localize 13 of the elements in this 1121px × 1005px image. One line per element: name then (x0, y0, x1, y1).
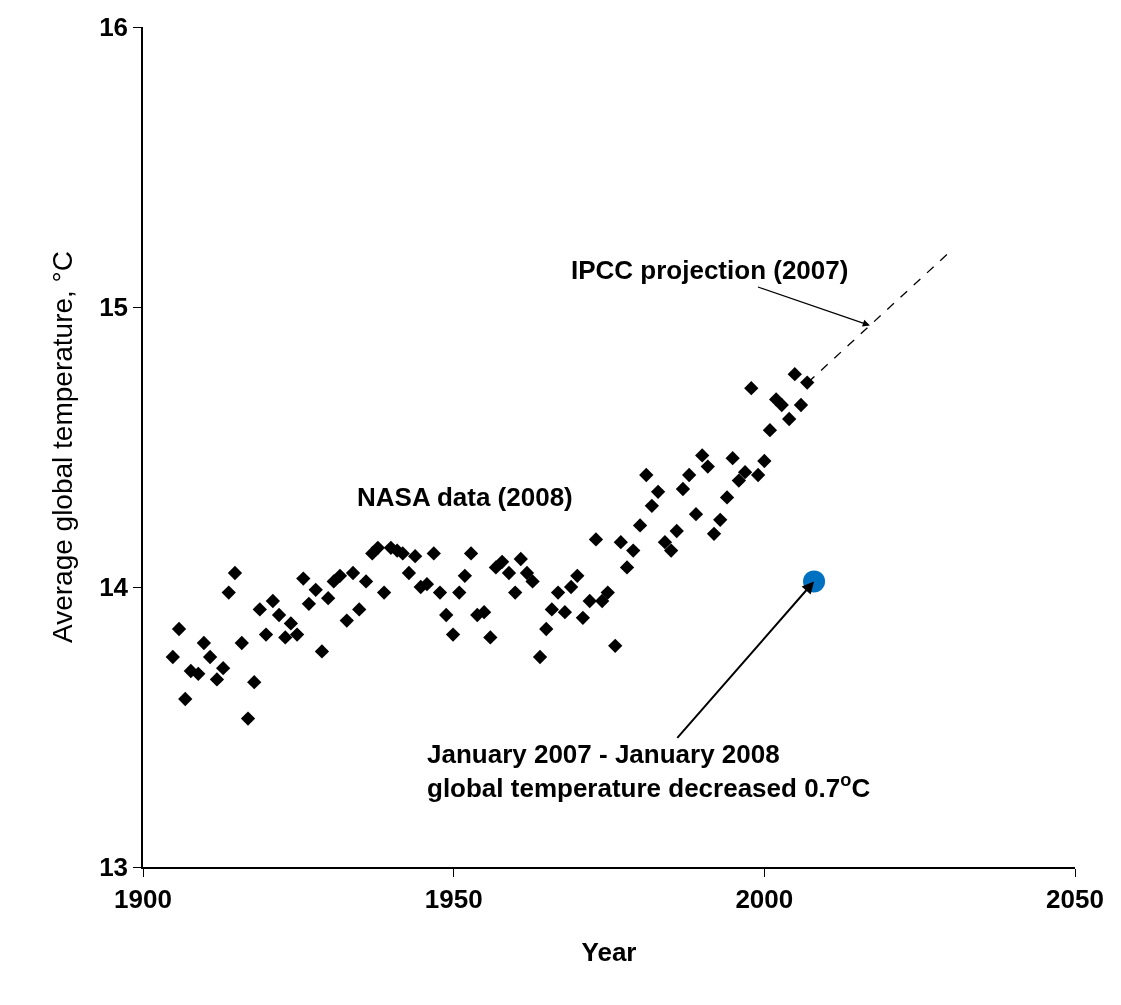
y-tick-label: 16 (99, 12, 129, 43)
annotation: January 2007 - January 2008 global temperature decreased 0.7$^{o}$C (427, 739, 871, 803)
x-axis-title: Year (581, 937, 637, 968)
x-tick-label: 2000 (735, 883, 794, 914)
y-tick-label: 14 (99, 572, 129, 603)
annotation: NASA data (2008) (357, 482, 573, 512)
annotation: IPCC projection (2007) (571, 255, 849, 285)
x-tick-label: 1950 (424, 883, 483, 914)
y-axis-title: Average global temperature, °C (47, 250, 79, 644)
x-tick-label: 2050 (1046, 883, 1104, 914)
y-tick-label: 15 (99, 292, 129, 323)
x-tick-label: 1900 (114, 883, 172, 914)
y-tick-label: 13 (99, 852, 129, 883)
